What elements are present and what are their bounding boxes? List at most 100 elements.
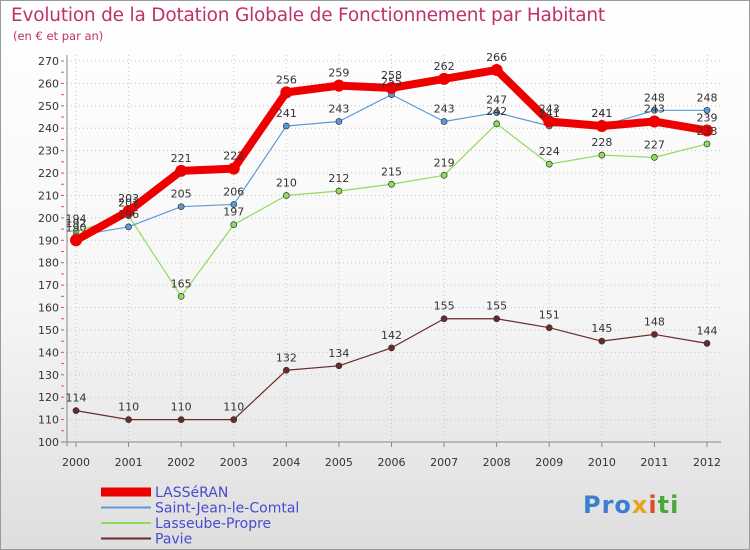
y-tick-label: 180 bbox=[38, 257, 59, 270]
legend-item-pavie: Pavie bbox=[101, 532, 192, 548]
data-label-lasseran: 190 bbox=[66, 221, 87, 234]
data-point-lasseran bbox=[122, 205, 135, 218]
data-label-saint-jean: 241 bbox=[276, 107, 297, 120]
data-label-pavie: 142 bbox=[381, 329, 402, 342]
grid-lines bbox=[67, 55, 721, 443]
x-tick-label: 2003 bbox=[220, 456, 248, 469]
legend-label: Lasseube-Propre bbox=[155, 516, 271, 532]
data-point-pavie bbox=[388, 344, 395, 352]
y-tick-label: 140 bbox=[38, 346, 59, 359]
data-label-saint-jean: 206 bbox=[223, 185, 244, 198]
data-point-lasseran bbox=[70, 234, 82, 247]
data-point-lasseube bbox=[282, 192, 290, 199]
data-label-lasseran: 243 bbox=[644, 103, 665, 116]
data-label-pavie: 110 bbox=[171, 401, 192, 414]
data-point-pavie bbox=[72, 407, 80, 414]
x-tick-label: 2005 bbox=[325, 456, 353, 469]
x-tick-label: 2007 bbox=[430, 456, 458, 469]
data-label-lasseube: 227 bbox=[644, 138, 665, 151]
x-tick-label: 2002 bbox=[167, 456, 195, 469]
data-point-saint-jean bbox=[440, 118, 448, 125]
y-tick-label: 240 bbox=[38, 122, 59, 135]
data-label-lasseube: 242 bbox=[486, 105, 507, 118]
series-line-lasseube bbox=[75, 123, 708, 297]
series-group bbox=[70, 63, 713, 423]
data-label-pavie: 148 bbox=[644, 315, 665, 328]
data-point-saint-jean bbox=[177, 203, 185, 211]
legend-label: Pavie bbox=[155, 532, 192, 548]
data-point-lasseube bbox=[493, 120, 501, 128]
data-label-pavie: 114 bbox=[66, 392, 87, 405]
y-tick-label: 120 bbox=[38, 391, 59, 404]
data-label-pavie: 110 bbox=[223, 401, 244, 414]
data-label-lasseube: 165 bbox=[171, 277, 192, 290]
data-point-pavie bbox=[230, 416, 238, 423]
data-label-lasseube: 197 bbox=[223, 206, 244, 219]
y-tick-label: 130 bbox=[38, 369, 59, 382]
y-tick-label: 270 bbox=[38, 55, 59, 68]
data-label-saint-jean: 205 bbox=[171, 188, 192, 201]
data-label-pavie: 151 bbox=[539, 309, 560, 322]
data-point-pavie bbox=[493, 315, 501, 323]
data-label-lasseube: 212 bbox=[328, 172, 349, 185]
data-label-saint-jean: 243 bbox=[328, 103, 349, 116]
data-point-lasseran bbox=[280, 86, 293, 99]
data-point-saint-jean bbox=[651, 106, 658, 114]
data-label-saint-jean: 243 bbox=[434, 103, 455, 116]
data-point-pavie bbox=[335, 362, 343, 370]
legend-item-lasseube: Lasseube-Propre bbox=[101, 516, 271, 532]
data-point-pavie bbox=[703, 340, 711, 347]
y-tick-label: 220 bbox=[38, 167, 59, 180]
y-tick-label: 230 bbox=[38, 145, 59, 158]
data-point-pavie bbox=[177, 416, 185, 423]
x-tick-label: 2012 bbox=[693, 456, 721, 469]
data-point-saint-jean bbox=[125, 223, 132, 231]
data-point-lasseran bbox=[701, 124, 713, 137]
data-label-lasseube: 215 bbox=[381, 165, 402, 178]
y-tick-label: 100 bbox=[38, 436, 59, 449]
data-point-pavie bbox=[282, 366, 290, 374]
data-label-lasseube: 233 bbox=[697, 125, 718, 138]
x-tick-label: 2011 bbox=[640, 456, 668, 469]
data-point-lasseube bbox=[177, 292, 185, 300]
legend-item-saint-jean: Saint-Jean-le-Comtal bbox=[101, 501, 299, 517]
data-point-lasseran bbox=[227, 162, 240, 175]
data-point-pavie bbox=[651, 331, 658, 338]
data-label-saint-jean: 192 bbox=[66, 217, 87, 230]
data-point-saint-jean bbox=[230, 201, 238, 208]
y-tick-label: 250 bbox=[38, 100, 59, 113]
data-label-lasseran: 243 bbox=[539, 103, 560, 116]
chart-title: Evolution de la Dotation Globale de Fonc… bbox=[11, 5, 605, 26]
data-label-saint-jean: 247 bbox=[486, 94, 507, 107]
data-label-saint-jean: 241 bbox=[539, 107, 560, 120]
data-label-lasseube: 210 bbox=[276, 176, 297, 189]
data-point-lasseube bbox=[703, 140, 711, 148]
proxiti-logo: Proxiti bbox=[583, 491, 680, 519]
data-label-saint-jean: 248 bbox=[644, 91, 665, 104]
data-label-pavie: 144 bbox=[697, 324, 718, 337]
y-tick-label: 260 bbox=[38, 77, 59, 90]
data-point-lasseube bbox=[440, 171, 448, 179]
data-point-lasseube bbox=[335, 187, 343, 195]
data-point-lasseube bbox=[598, 151, 606, 159]
data-point-saint-jean bbox=[703, 106, 711, 114]
data-point-lasseran bbox=[595, 119, 608, 132]
data-point-pavie bbox=[545, 324, 553, 332]
x-tick-label: 2008 bbox=[483, 456, 511, 469]
data-point-lasseube bbox=[388, 180, 395, 188]
data-point-lasseube bbox=[230, 221, 238, 228]
legend: LASSéRANSaint-Jean-le-ComtalLasseube-Pro… bbox=[101, 485, 299, 548]
data-point-lasseran bbox=[385, 81, 398, 94]
y-tick-label: 150 bbox=[38, 324, 59, 337]
y-axis-ticks: 100 110 120 130 140 150 160 170 180 190 200 210 220 2… bbox=[38, 55, 59, 449]
data-label-pavie: 110 bbox=[118, 401, 139, 414]
y-tick-label: 160 bbox=[38, 302, 59, 315]
data-label-lasseube: 201 bbox=[118, 197, 139, 210]
y-tick-label: 190 bbox=[38, 234, 59, 247]
data-label-lasseran: 203 bbox=[118, 192, 139, 205]
data-label-pavie: 145 bbox=[591, 322, 612, 335]
data-point-saint-jean bbox=[282, 122, 290, 130]
legend-label: Saint-Jean-le-Comtal bbox=[155, 501, 299, 517]
